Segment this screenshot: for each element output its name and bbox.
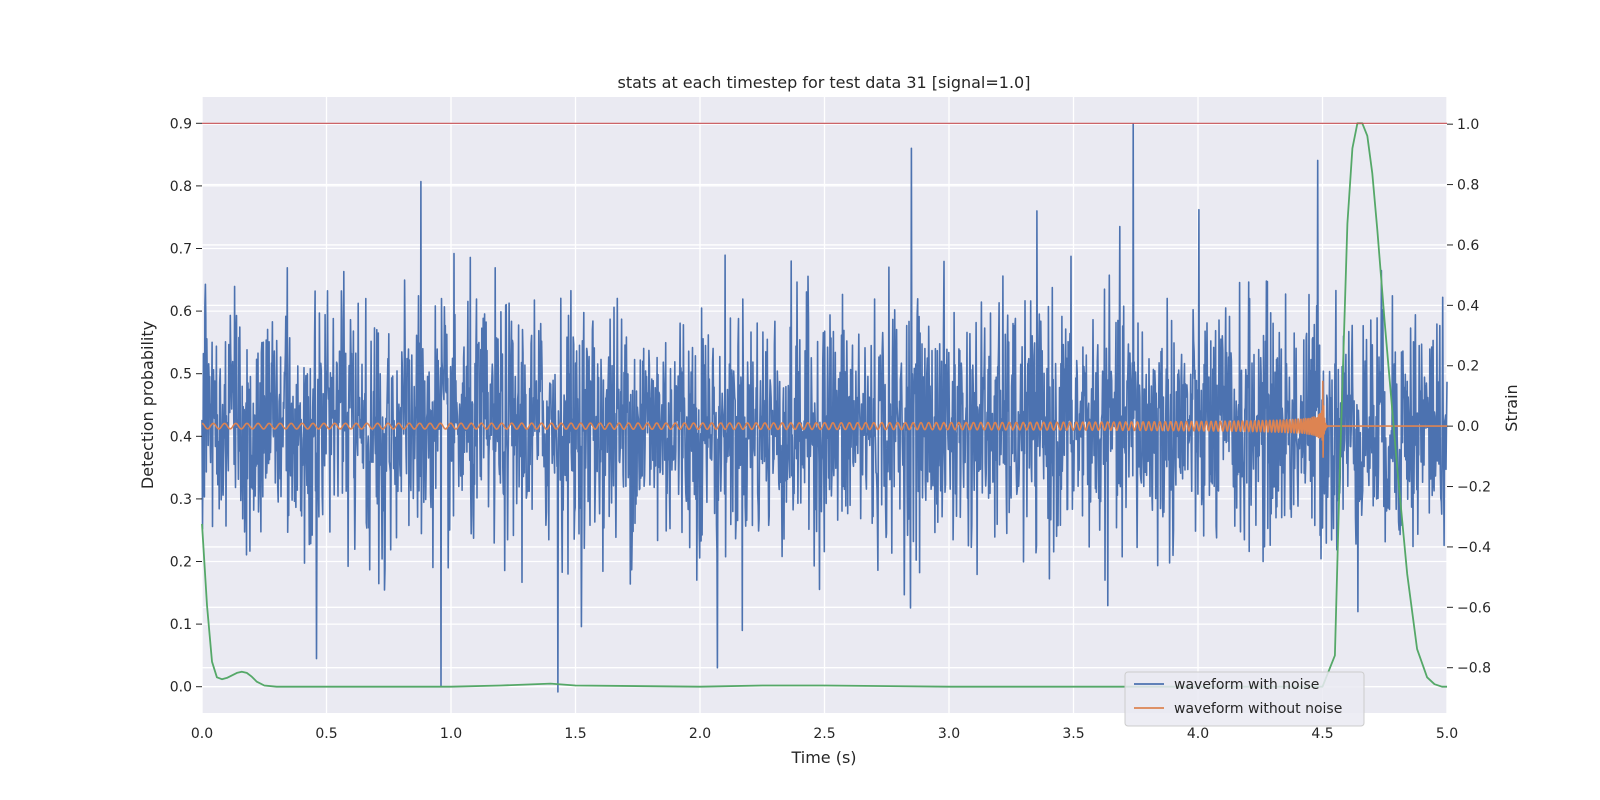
left-tick-label: 0.5: [170, 367, 192, 383]
x-tick-label: 2.0: [689, 726, 711, 742]
left-tick-label: 0.8: [170, 179, 192, 195]
x-tick-label: 0.0: [191, 726, 213, 742]
left-tick-label: 0.4: [170, 429, 192, 445]
left-tick-label: 0.1: [170, 617, 192, 633]
left-tick-label: 0.2: [170, 555, 192, 571]
series-detection-probability: [201, 122, 1447, 688]
left-tick-label: 0.3: [170, 492, 192, 508]
right-tick-label: −0.6: [1457, 600, 1491, 616]
series-waveform-without-noise: [201, 380, 1448, 458]
left-tick-label: 0.6: [170, 304, 192, 320]
right-tick-label: 0.8: [1457, 178, 1479, 194]
right-tick-label: 0.0: [1457, 419, 1479, 435]
x-tick-label: 1.0: [440, 726, 462, 742]
right-tick-label: 0.2: [1457, 359, 1479, 375]
legend: waveform with noise waveform without noi…: [1124, 671, 1365, 727]
x-tick-label: 2.5: [813, 726, 835, 742]
left-tick-label: 0.0: [170, 680, 192, 696]
series-waveform-with-noise: [201, 123, 1448, 693]
axes: 0.0 0.5 1.0 1.5 2.0 2.5 3.0 3.5 4.0 4.5 5.0 0.0 0.1 0…: [170, 116, 1491, 742]
x-tick-label: 1.5: [564, 726, 586, 742]
x-tick-label: 3.0: [938, 726, 960, 742]
x-tick-label: 0.5: [315, 726, 337, 742]
right-tick-label: 0.4: [1457, 298, 1479, 314]
right-tick-label: −0.2: [1457, 480, 1491, 496]
right-axis-title: Strain: [1502, 384, 1521, 431]
left-axis-title: Detection probability: [138, 321, 157, 489]
right-tick-label: 1.0: [1457, 117, 1479, 133]
x-tick-label: 5.0: [1436, 726, 1458, 742]
x-axis-title: Time (s): [790, 748, 856, 767]
series: [201, 122, 1448, 693]
right-tick-label: −0.4: [1457, 540, 1491, 556]
legend-box: [1124, 671, 1365, 727]
legend-label-waveform-without-noise: waveform without noise: [1174, 701, 1342, 717]
x-tick-label: 4.5: [1311, 726, 1333, 742]
right-tick-label: 0.6: [1457, 238, 1479, 254]
x-tick-label: 4.0: [1187, 726, 1209, 742]
legend-label-waveform-with-noise: waveform with noise: [1174, 677, 1319, 693]
chart-title: stats at each timestep for test data 31 …: [618, 73, 1031, 92]
x-tick-label: 3.5: [1062, 726, 1084, 742]
left-tick-label: 0.9: [170, 116, 192, 132]
right-tick-label: −0.8: [1457, 661, 1491, 677]
left-tick-label: 0.7: [170, 241, 192, 257]
